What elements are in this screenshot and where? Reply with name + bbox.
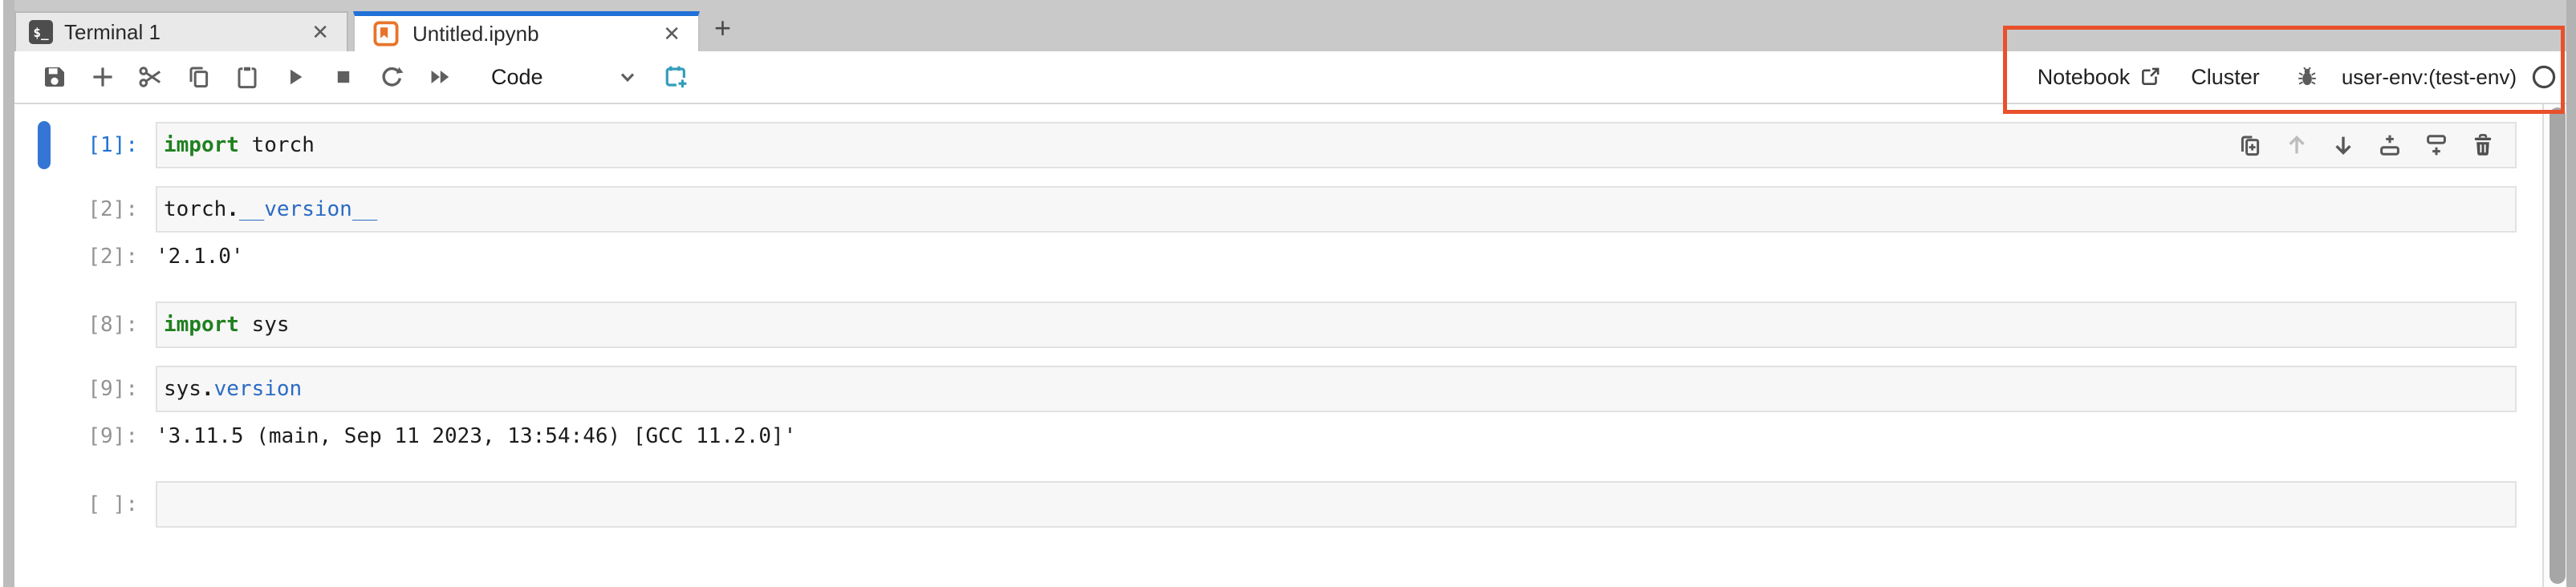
move-cell-up-icon xyxy=(2284,132,2310,158)
input-prompt: [2]: xyxy=(87,197,138,221)
duplicate-cell-icon[interactable] xyxy=(2237,132,2263,158)
output-prompt: [2]: xyxy=(87,245,138,269)
run-cell-icon[interactable] xyxy=(282,64,308,90)
kernel-controls: Notebook Cluster user-env:(test-env) xyxy=(2038,64,2557,90)
cell-toolbar xyxy=(2237,123,2496,167)
cell-editor[interactable] xyxy=(156,481,2517,528)
new-launcher-teal-icon[interactable] xyxy=(663,64,689,90)
cut-cell-icon[interactable] xyxy=(138,64,164,90)
code-line: sys.version xyxy=(164,377,303,401)
tab-bar: $_ Terminal 1 ✕ Untitled.ipynb ✕ + xyxy=(14,0,2566,51)
code-cell: [1]: import torch xyxy=(14,121,2542,169)
close-icon[interactable]: ✕ xyxy=(311,20,329,44)
output-area: [2]: '2.1.0' xyxy=(14,241,2542,273)
input-prompt: [8]: xyxy=(87,313,138,337)
vertical-scrollbar[interactable] xyxy=(2542,104,2566,587)
external-link-icon[interactable] xyxy=(2138,65,2162,89)
chevron-down-icon xyxy=(620,73,635,83)
tab-terminal-1[interactable]: $_ Terminal 1 ✕ xyxy=(14,11,348,51)
output-prompt: [9]: xyxy=(87,424,138,448)
cell-editor[interactable]: torch.__version__ xyxy=(156,186,2517,233)
insert-cell-above-icon[interactable] xyxy=(2377,132,2403,158)
cell-type-value: Code xyxy=(491,64,543,89)
window-left-edge xyxy=(3,0,14,587)
delete-cell-icon[interactable] xyxy=(2470,132,2496,158)
active-cell-indicator xyxy=(38,121,51,169)
new-tab-button[interactable]: + xyxy=(714,11,732,44)
cell-editor[interactable]: import torch xyxy=(156,122,2517,168)
move-cell-down-icon[interactable] xyxy=(2330,132,2356,158)
cell-type-dropdown[interactable]: Code xyxy=(491,65,639,90)
cluster-link[interactable]: Cluster xyxy=(2191,64,2260,89)
notebook-icon xyxy=(372,20,400,47)
tab-label: Terminal 1 xyxy=(64,19,160,44)
code-cell: [ ]: xyxy=(14,481,2542,528)
window-right-edge xyxy=(2566,0,2576,587)
save-icon[interactable] xyxy=(42,64,67,90)
bug-icon[interactable] xyxy=(2295,65,2319,89)
stop-kernel-icon[interactable] xyxy=(331,64,356,90)
input-prompt: [ ]: xyxy=(87,492,138,516)
add-cell-icon[interactable] xyxy=(90,64,116,90)
code-line: torch.__version__ xyxy=(164,197,378,221)
tab-untitled-ipynb[interactable]: Untitled.ipynb ✕ xyxy=(353,11,700,51)
copy-cell-icon[interactable] xyxy=(186,64,212,90)
cell-editor[interactable]: import sys xyxy=(156,302,2517,348)
paste-cell-icon[interactable] xyxy=(234,64,260,90)
tab-label: Untitled.ipynb xyxy=(412,21,539,46)
input-prompt: [1]: xyxy=(87,133,138,157)
cell-editor[interactable]: sys.version xyxy=(156,366,2517,412)
insert-cell-below-icon[interactable] xyxy=(2424,132,2449,158)
code-line: import sys xyxy=(164,313,290,337)
kernel-env-label[interactable]: user-env:(test-env) xyxy=(2341,64,2517,89)
output-area: [9]: '3.11.5 (main, Sep 11 2023, 13:54:46… xyxy=(14,420,2542,452)
kernel-idle-circle-icon[interactable] xyxy=(2531,64,2557,90)
code-cell: [2]: torch.__version__ xyxy=(14,186,2542,233)
notebook-cell-area: [1]: import torch [2]: torch.__version__ [2… xyxy=(14,104,2542,587)
code-line: import torch xyxy=(164,133,315,157)
terminal-icon: $_ xyxy=(29,20,53,44)
restart-run-all-icon[interactable] xyxy=(427,64,453,90)
code-cell: [8]: import sys xyxy=(14,302,2542,348)
output-text: '2.1.0' xyxy=(156,245,244,269)
code-cell: [9]: sys.version xyxy=(14,366,2542,412)
scrollbar-thumb[interactable] xyxy=(2550,107,2566,584)
output-text: '3.11.5 (main, Sep 11 2023, 13:54:46) [G… xyxy=(156,424,797,448)
notebook-link[interactable]: Notebook xyxy=(2037,64,2131,89)
restart-kernel-icon[interactable] xyxy=(379,64,404,90)
close-icon[interactable]: ✕ xyxy=(663,22,681,46)
input-prompt: [9]: xyxy=(87,377,138,401)
notebook-toolbar: Code Notebook Cluster xyxy=(14,51,2566,104)
